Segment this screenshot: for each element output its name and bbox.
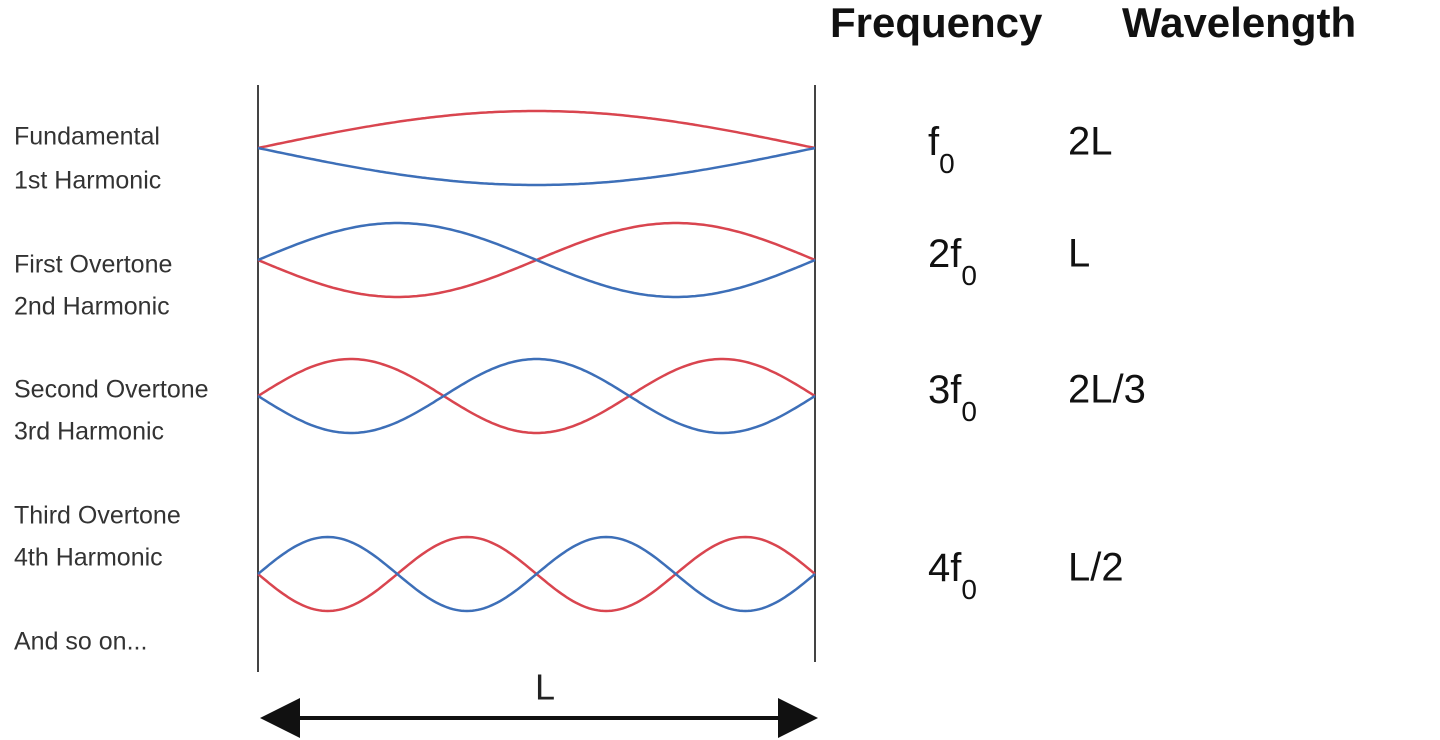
frequency-sub: 0 (961, 574, 977, 605)
frequency-sub: 0 (961, 260, 977, 291)
row-label: Third Overtone (14, 502, 181, 530)
frequency-main: f (928, 120, 940, 164)
standing-wave (257, 357, 816, 435)
frequency: 4f0 (928, 546, 977, 606)
frequency-header: Frequency (830, 0, 1043, 46)
standing-wave (257, 357, 816, 435)
row-label: First Overtone (14, 251, 172, 279)
row-label: 2nd Harmonic (14, 293, 170, 321)
standing-wave (257, 109, 816, 150)
wavelength: L/2 (1068, 546, 1124, 590)
frequency: f0 (928, 120, 955, 180)
frequency-main: 4f (928, 546, 962, 590)
frequency-main: 2f (928, 232, 962, 276)
row-label: 1st Harmonic (14, 167, 161, 195)
frequency-sub: 0 (961, 396, 977, 427)
wavelength: 2L (1068, 120, 1113, 164)
length-label: L (535, 667, 555, 708)
wavelength: L (1068, 232, 1090, 276)
wavelength: 2L/3 (1068, 368, 1146, 412)
standing-wave (257, 221, 816, 299)
row-label: Fundamental (14, 123, 160, 151)
row-label: 4th Harmonic (14, 544, 163, 572)
frequency: 3f0 (928, 368, 977, 428)
row-label: Second Overtone (14, 376, 209, 404)
wavelength-header: Wavelength (1122, 0, 1356, 46)
row-label: 3rd Harmonic (14, 418, 164, 446)
standing-wave (257, 535, 816, 613)
frequency-main: 3f (928, 368, 962, 412)
frequency: 2f0 (928, 232, 977, 292)
footer-label: And so on... (14, 628, 147, 656)
standing-wave (257, 146, 816, 187)
frequency-sub: 0 (939, 148, 955, 179)
